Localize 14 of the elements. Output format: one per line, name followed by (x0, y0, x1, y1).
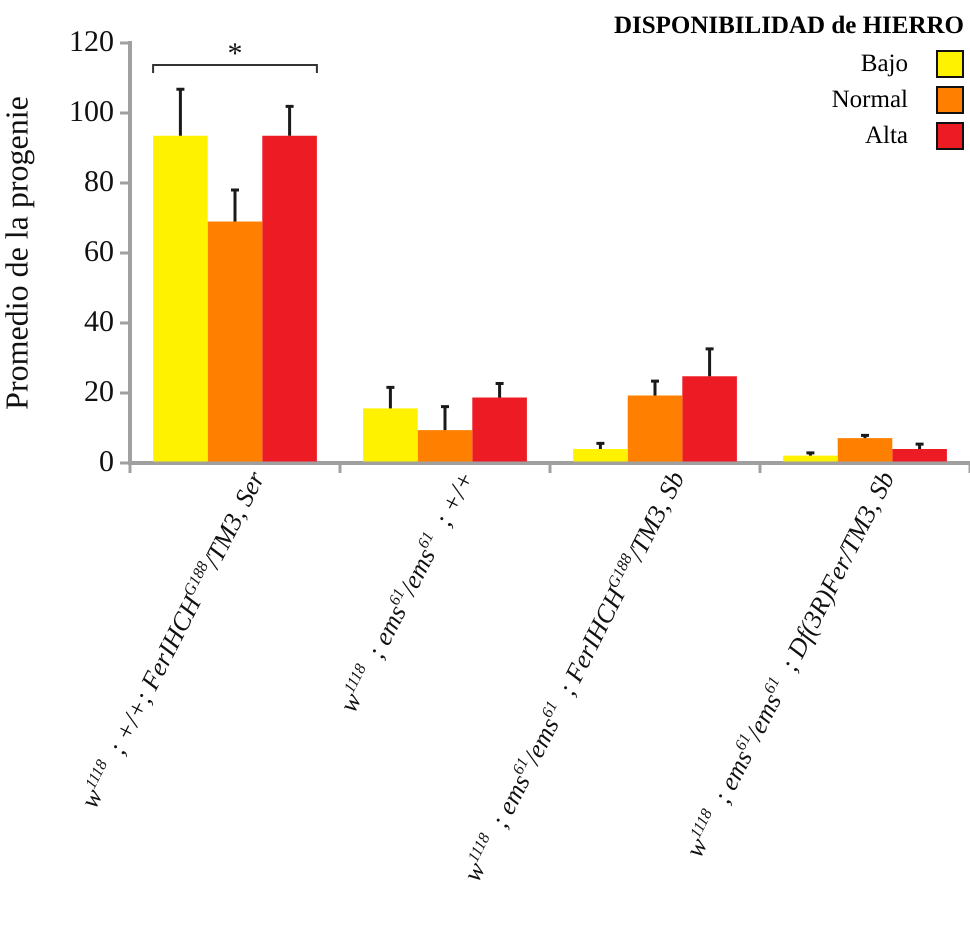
y-tick-label: 80 (84, 164, 114, 198)
y-axis-title: Promedio de la progenie (0, 96, 35, 410)
legend-title: DISPONIBILIDAD de HIERRO (614, 12, 964, 40)
legend-label: Normal (832, 86, 908, 114)
y-tick-label: 60 (84, 234, 114, 268)
y-tick-label: 0 (99, 444, 114, 478)
y-tick-label: 120 (69, 24, 114, 58)
y-tick-label: 20 (84, 374, 114, 408)
annotation: * (228, 37, 242, 70)
legend-label: Bajo (860, 50, 908, 78)
y-tick-label: 100 (69, 94, 114, 128)
x-tick-label: w1118 ; ems61/ems61 ; +/+ (334, 466, 480, 717)
y-tick-label: 40 (84, 304, 114, 338)
legend-label: Alta (864, 122, 908, 150)
